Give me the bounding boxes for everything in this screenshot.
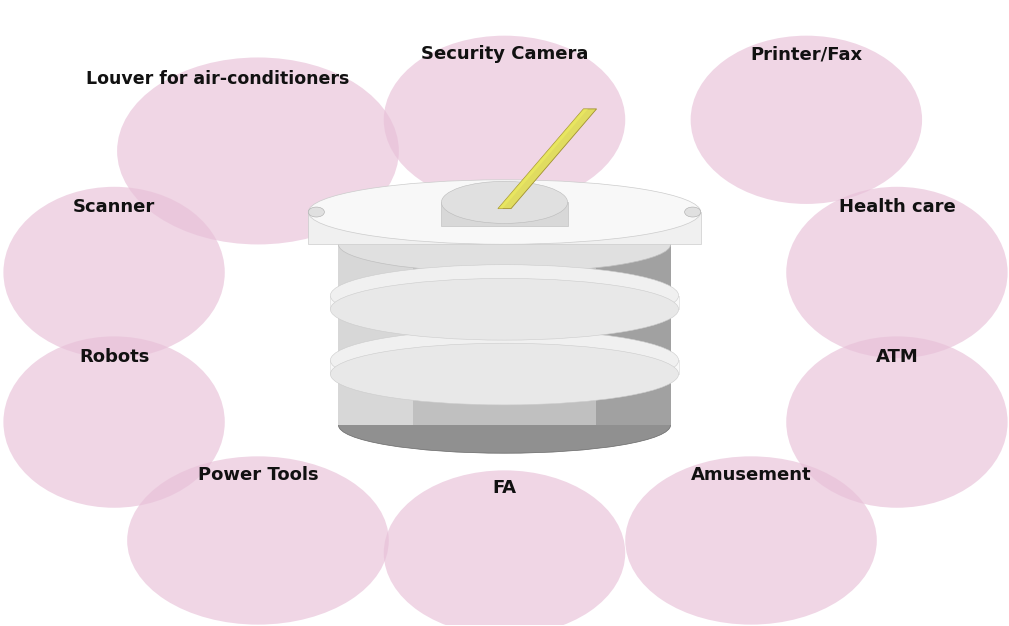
Ellipse shape [786,187,1008,358]
Polygon shape [596,374,671,425]
Polygon shape [330,361,679,374]
Ellipse shape [690,36,922,204]
Ellipse shape [441,182,568,223]
Ellipse shape [338,217,671,272]
Text: Amusement: Amusement [691,466,811,484]
Polygon shape [338,309,413,361]
Polygon shape [338,374,413,425]
Ellipse shape [330,343,679,405]
Polygon shape [338,309,671,361]
Ellipse shape [117,58,399,244]
Ellipse shape [338,397,671,453]
Polygon shape [338,244,671,295]
Text: Robots: Robots [79,347,149,366]
Circle shape [309,207,324,217]
Ellipse shape [330,329,679,391]
Ellipse shape [338,346,671,402]
Text: ATM: ATM [876,347,918,366]
Polygon shape [441,202,568,226]
Ellipse shape [330,279,679,340]
Ellipse shape [330,265,679,326]
Polygon shape [596,244,671,295]
Text: Printer/Fax: Printer/Fax [751,45,863,63]
Ellipse shape [309,180,700,244]
Ellipse shape [626,456,877,625]
Circle shape [685,207,700,217]
Ellipse shape [3,187,225,358]
Polygon shape [338,244,413,295]
Polygon shape [338,374,671,425]
Text: Power Tools: Power Tools [198,466,318,484]
Ellipse shape [127,456,388,625]
Text: Scanner: Scanner [73,198,155,216]
Ellipse shape [383,36,626,204]
Ellipse shape [3,336,225,508]
Text: FA: FA [492,478,517,496]
Ellipse shape [383,470,626,626]
Polygon shape [596,309,671,361]
Text: Louver for air-conditioners: Louver for air-conditioners [86,70,349,88]
Text: Health care: Health care [838,198,956,216]
Polygon shape [498,109,596,208]
Polygon shape [309,212,700,244]
Ellipse shape [786,336,1008,508]
Polygon shape [330,295,679,309]
Ellipse shape [338,281,671,337]
Polygon shape [498,109,588,208]
Text: Security Camera: Security Camera [421,45,588,63]
